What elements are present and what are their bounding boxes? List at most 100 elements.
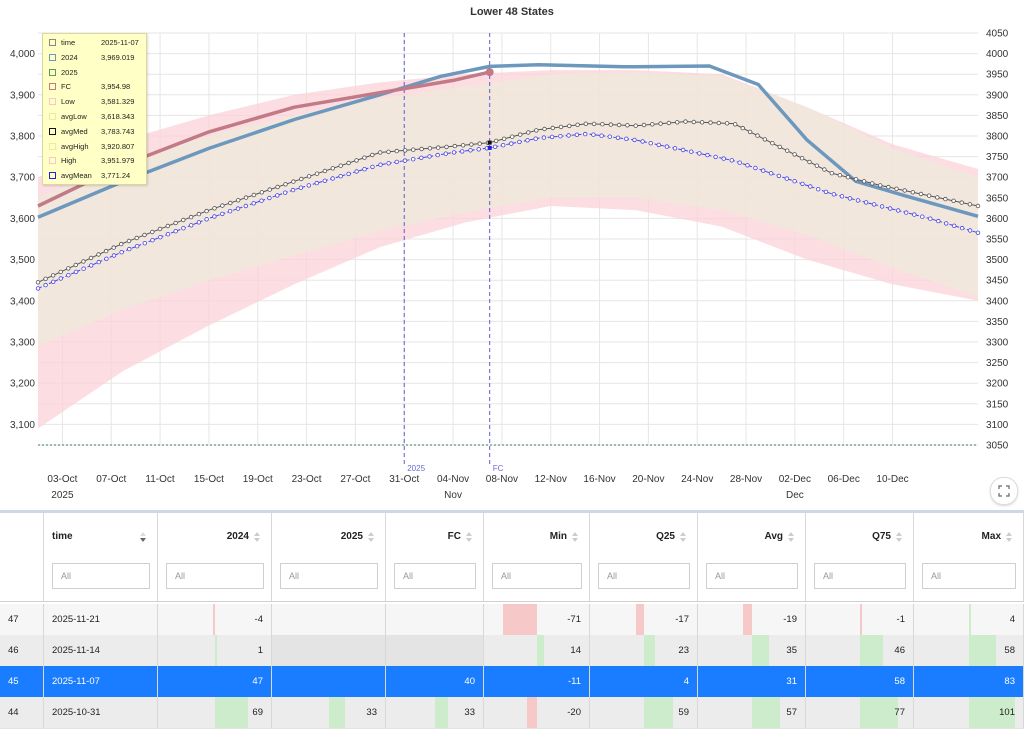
table-cell-fc[interactable]: [386, 635, 484, 666]
table-cell-idx[interactable]: 46: [0, 635, 44, 666]
sort-icon[interactable]: [465, 531, 473, 543]
filter-input-y2024[interactable]: All: [166, 563, 264, 589]
x-tick-label: 19-Oct: [243, 474, 273, 485]
table-cell-y2024[interactable]: 69: [158, 697, 272, 728]
column-header-max[interactable]: Max All: [914, 513, 1024, 601]
column-header-fc[interactable]: FC All: [386, 513, 484, 601]
table-cell-idx[interactable]: 45: [0, 666, 44, 697]
series-avgmean-point: [394, 159, 399, 165]
column-header-q75[interactable]: Q75 All: [806, 513, 914, 601]
table-cell-y2024[interactable]: 47: [158, 666, 272, 697]
series-avgmean-point: [346, 171, 351, 177]
table-cell-max[interactable]: 58: [914, 635, 1024, 666]
sort-icon[interactable]: [253, 531, 261, 543]
table-cell-max[interactable]: 101: [914, 697, 1024, 728]
filter-input-y2025[interactable]: All: [280, 563, 378, 589]
line-chart[interactable]: 2025 FC 3,100 3,200 3,300 3,400 3,500 3,600 3,70…: [0, 0, 1024, 510]
series-avgmed-point: [477, 141, 482, 146]
column-header-avg[interactable]: Avg All: [698, 513, 806, 601]
sort-icon[interactable]: [1005, 531, 1013, 543]
fc-point-marker[interactable]: [485, 68, 494, 77]
filter-input-min[interactable]: All: [492, 563, 582, 589]
series-avgmean-point: [574, 132, 580, 137]
sort-icon[interactable]: [571, 531, 579, 543]
table-cell-q75[interactable]: 58: [806, 666, 914, 697]
x-tick-label: 10-Dec: [876, 474, 908, 485]
table-cell-fc[interactable]: 40: [386, 666, 484, 697]
table-cell-time[interactable]: 2025-11-07: [44, 666, 158, 697]
series-avgmean-point: [173, 228, 178, 234]
column-header-y2025[interactable]: 2025 All: [272, 513, 386, 601]
table-cell-q25[interactable]: -17: [590, 604, 698, 635]
table-cell-fc[interactable]: 33: [386, 697, 484, 728]
table-row[interactable]: 46 2025-11-14 1 14 23 35 46 58: [0, 635, 1024, 667]
cell-value: -4: [254, 614, 263, 625]
table-cell-max[interactable]: 4: [914, 604, 1024, 635]
table-cell-q25[interactable]: 59: [590, 697, 698, 728]
cell-value: 44: [8, 707, 19, 718]
table-cell-q25[interactable]: 4: [590, 666, 698, 697]
table-row[interactable]: 45 2025-11-07 47 40 -11 4 31 58 83: [0, 666, 1024, 698]
series-avgmean-point: [501, 142, 506, 148]
table-cell-avg[interactable]: -19: [698, 604, 806, 635]
table-cell-y2025[interactable]: [272, 635, 386, 666]
table-cell-max[interactable]: 83: [914, 666, 1024, 697]
table-row[interactable]: 44 2025-10-31 69 33 33 -20 59 57 77 101: [0, 697, 1024, 729]
table-cell-min[interactable]: 14: [484, 635, 590, 666]
series-avgmean-point: [624, 136, 629, 141]
y-right-tick-label: 3950: [986, 70, 1009, 81]
column-header-label: FC: [447, 531, 461, 542]
filter-input-max[interactable]: All: [922, 563, 1016, 589]
table-cell-fc[interactable]: [386, 604, 484, 635]
series-avgmean-point: [58, 276, 63, 281]
table-cell-y2024[interactable]: 1: [158, 635, 272, 666]
filter-input-avg[interactable]: All: [706, 563, 798, 589]
sort-icon[interactable]: [787, 531, 795, 543]
filter-input-time[interactable]: All: [52, 563, 150, 589]
tooltip-row-avgmed: avgMed 3,783.743: [43, 124, 146, 139]
table-cell-min[interactable]: -71: [484, 604, 590, 635]
column-header-min[interactable]: Min All: [484, 513, 590, 601]
x-tick-label: 24-Nov: [681, 474, 713, 485]
table-cell-q75[interactable]: -1: [806, 604, 914, 635]
table-cell-y2025[interactable]: 33: [272, 697, 386, 728]
table-cell-min[interactable]: -20: [484, 697, 590, 728]
table-cell-y2025[interactable]: [272, 604, 386, 635]
table-cell-idx[interactable]: 47: [0, 604, 44, 635]
table-cell-avg[interactable]: 35: [698, 635, 806, 666]
cell-value: 101: [999, 707, 1015, 718]
table-cell-time[interactable]: 2025-10-31: [44, 697, 158, 728]
filter-input-q25[interactable]: All: [598, 563, 690, 589]
sort-icon[interactable]: [895, 531, 903, 543]
table-cell-q75[interactable]: 46: [806, 635, 914, 666]
column-header-time[interactable]: time All: [44, 513, 158, 601]
series-avgmean-point: [66, 273, 71, 278]
filter-input-fc[interactable]: All: [394, 563, 476, 589]
column-header-q25[interactable]: Q25 All: [590, 513, 698, 601]
expand-button[interactable]: [990, 477, 1018, 505]
table-cell-y2025[interactable]: [272, 666, 386, 697]
table-cell-time[interactable]: 2025-11-21: [44, 604, 158, 635]
cell-value: 83: [1004, 676, 1015, 687]
column-header-y2024[interactable]: 2024 All: [158, 513, 272, 601]
series-2024[interactable]: [37, 62, 979, 219]
table-row[interactable]: 47 2025-11-21 -4 -71 -17 -19 -1 4: [0, 604, 1024, 636]
sort-icon[interactable]: [367, 531, 375, 543]
series-avgmean[interactable]: [37, 133, 979, 289]
sort-icon[interactable]: [679, 531, 687, 543]
table-cell-idx[interactable]: 44: [0, 697, 44, 728]
series-avgmed-point: [283, 182, 288, 187]
marker-label-2025: 2025: [407, 464, 425, 473]
table-cell-y2024[interactable]: -4: [158, 604, 272, 635]
table-cell-avg[interactable]: 31: [698, 666, 806, 697]
table-cell-min[interactable]: -11: [484, 666, 590, 697]
filter-input-q75[interactable]: All: [814, 563, 906, 589]
table-cell-q75[interactable]: 77: [806, 697, 914, 728]
sort-desc-icon[interactable]: [139, 531, 147, 543]
y-left-tick-label: 3,900: [10, 90, 35, 101]
table-cell-q25[interactable]: 23: [590, 635, 698, 666]
data-bar: [752, 635, 770, 666]
table-cell-avg[interactable]: 57: [698, 697, 806, 728]
table-cell-time[interactable]: 2025-11-14: [44, 635, 158, 666]
series-avgmed-point: [188, 214, 194, 220]
